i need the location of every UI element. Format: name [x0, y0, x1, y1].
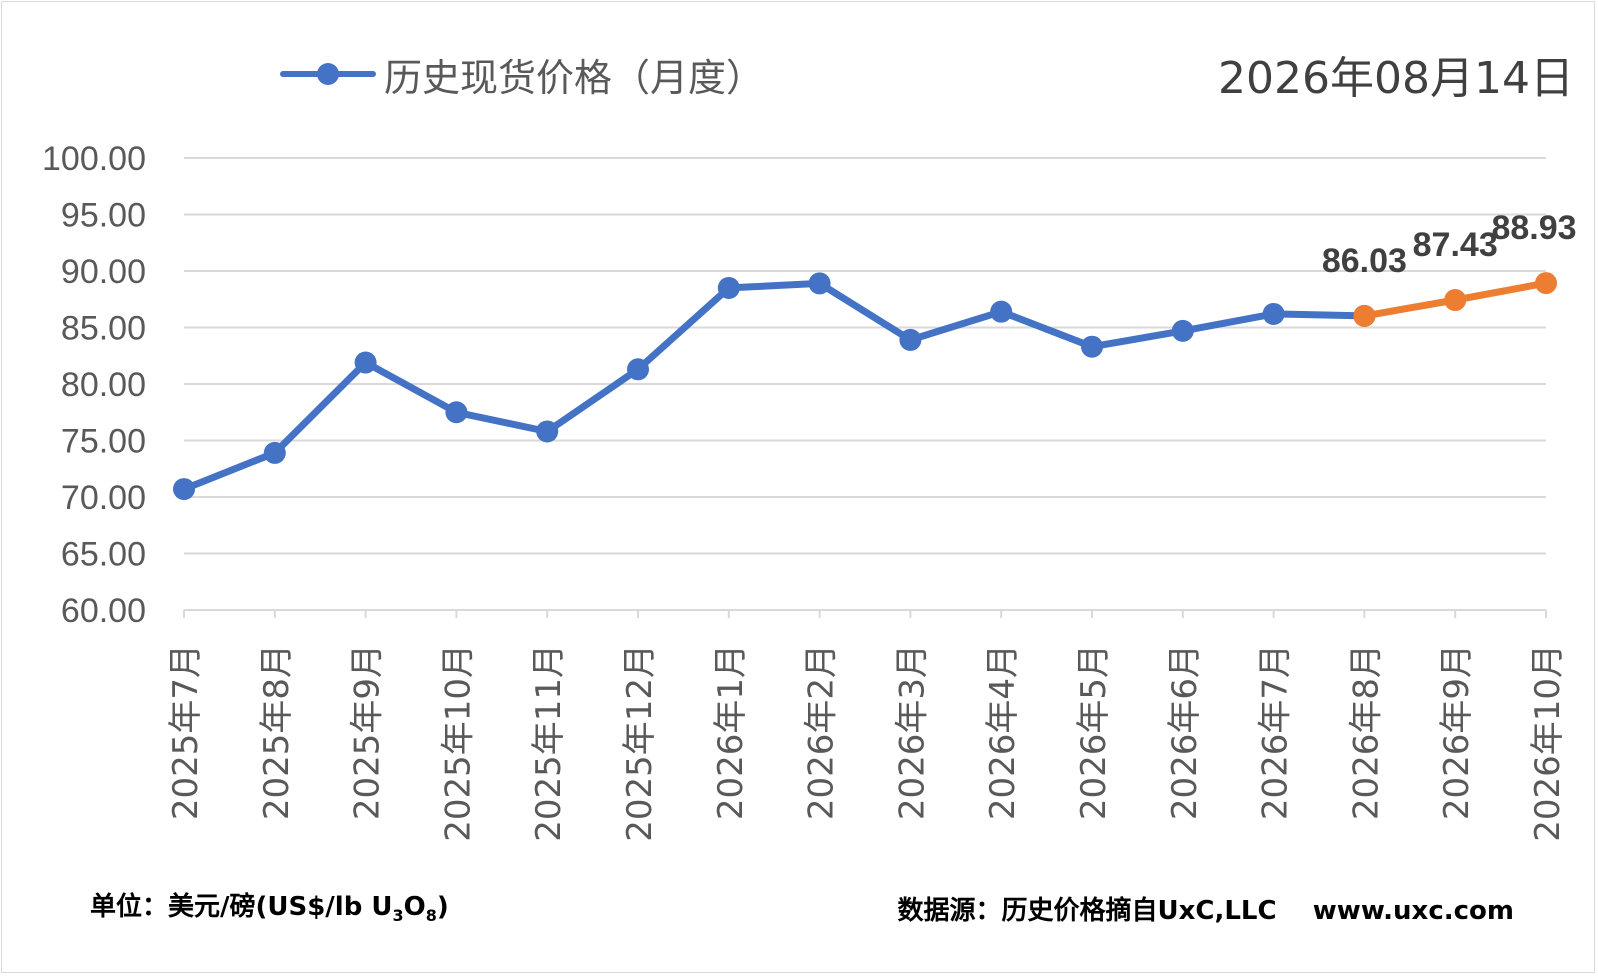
- data-source-note: 数据源：历史价格摘自UxC,LLC www.uxc.com: [897, 896, 1514, 926]
- historical-point: [263, 441, 286, 464]
- historical-point: [536, 420, 559, 443]
- y-tick-label: 90.00: [61, 253, 146, 291]
- historical-point: [990, 300, 1013, 323]
- legend-label: 历史现货价格（月度）: [384, 55, 765, 100]
- x-tick-label: 2025年10月: [438, 644, 478, 842]
- historical-point: [354, 351, 377, 374]
- x-tick-label: 2026年3月: [892, 644, 932, 820]
- x-tick-label: 2026年5月: [1074, 644, 1114, 820]
- historical-point: [1262, 302, 1285, 325]
- historical-point: [899, 328, 922, 351]
- historical-point: [808, 272, 831, 295]
- unit-oxygen: O: [403, 892, 426, 922]
- y-tick-label: 60.00: [61, 592, 146, 630]
- historical-point: [717, 276, 740, 299]
- y-tick-label: 75.00: [61, 423, 146, 461]
- y-tick-label: 65.00: [61, 536, 146, 574]
- data-label: 88.93: [1491, 209, 1576, 247]
- unit-subscript-8: 8: [425, 906, 437, 926]
- forecast-point: [1444, 289, 1467, 312]
- historical-point: [173, 478, 195, 501]
- x-tick-label: 2025年8月: [257, 644, 297, 820]
- unit-note: 单位：美元/磅(US$/lb U3O8): [90, 886, 449, 925]
- y-tick-label: 70.00: [61, 479, 146, 517]
- x-tick-label: 2026年6月: [1165, 644, 1205, 820]
- legend-line-marker-icon: [280, 59, 376, 89]
- historical-point: [627, 358, 649, 381]
- y-tick-label: 85.00: [61, 310, 146, 348]
- historical-point: [1081, 335, 1103, 358]
- x-tick-label: 2026年7月: [1256, 644, 1296, 820]
- x-tick-label: 2026年8月: [1346, 644, 1386, 820]
- forecast-point: [1535, 272, 1557, 295]
- forecast-point: [1353, 304, 1376, 327]
- date-stamp: 2026年08月14日: [1218, 53, 1574, 104]
- x-tick-label: 2025年11月: [529, 644, 569, 842]
- y-tick-label: 100.00: [42, 140, 146, 178]
- x-tick-label: 2026年10月: [1528, 644, 1568, 842]
- y-tick-label: 80.00: [61, 366, 146, 404]
- x-tick-label: 2026年9月: [1437, 644, 1477, 820]
- x-tick-label: 2025年7月: [166, 644, 206, 820]
- y-tick-label: 95.00: [61, 197, 146, 235]
- historical-series-line: [180, 279, 1368, 493]
- unit-prefix: 单位：美元/磅(US$/lb U: [90, 892, 393, 922]
- unit-suffix: ): [436, 892, 449, 922]
- historical-point: [445, 401, 468, 424]
- historical-point: [1171, 319, 1194, 342]
- chart-legend: 历史现货价格（月度）: [280, 44, 764, 104]
- x-tick-label: 2026年2月: [802, 644, 842, 820]
- data-label: 86.03: [1322, 242, 1407, 280]
- x-tick-label: 2025年9月: [348, 644, 388, 820]
- unit-subscript-3: 3: [392, 906, 404, 926]
- x-tick-label: 2025年12月: [620, 644, 660, 842]
- x-tick-label: 2026年1月: [711, 644, 751, 820]
- x-tick-label: 2026年4月: [983, 644, 1023, 820]
- data-label: 87.43: [1413, 226, 1498, 264]
